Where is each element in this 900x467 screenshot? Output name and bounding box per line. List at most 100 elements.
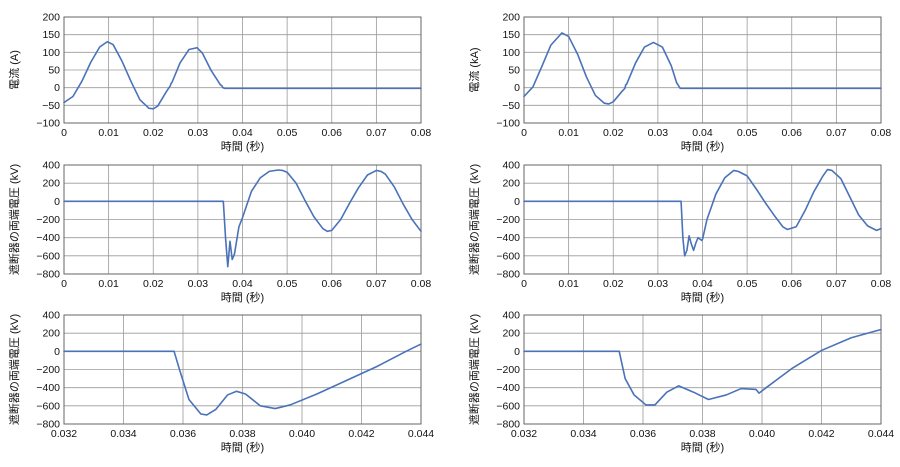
x-tick-label: 0.03	[188, 127, 209, 139]
y-tick-label: −400	[36, 382, 60, 394]
chart-5: 0.032 0.034 0.036 0.038 0.040 0.042 0.044 −800 −…	[7, 310, 434, 455]
y-tick-label: −50	[42, 100, 60, 112]
y-tick-label: −600	[36, 250, 60, 262]
x-axis-label: 時間 (秒)	[681, 139, 724, 153]
x-tick-label: 0.038	[689, 428, 715, 440]
x-tick-label: 0.08	[871, 278, 892, 290]
plot-frame	[523, 16, 882, 124]
y-tick-label: 200	[502, 328, 520, 340]
plot-frame	[63, 314, 422, 425]
x-tick-label: 0	[521, 278, 527, 290]
y-tick-label: −600	[496, 400, 520, 412]
x-tick-label: 0.08	[871, 127, 892, 139]
x-tick-label: 0.06	[782, 278, 803, 290]
x-tick-label: 0.03	[188, 278, 209, 290]
x-tick-label: 0.08	[411, 278, 432, 290]
y-tick-label: 150	[42, 29, 60, 41]
y-tick-label: −400	[496, 232, 520, 244]
y-tick-label: 400	[502, 310, 520, 322]
x-tick-label: 0.036	[170, 428, 196, 440]
y-axis-label: 電流 (A)	[7, 50, 21, 90]
x-tick-label: 0.06	[322, 278, 343, 290]
y-tick-label: −200	[36, 364, 60, 376]
y-tick-label: −200	[496, 364, 520, 376]
y-tick-label: −400	[36, 232, 60, 244]
x-tick-label: 0.06	[782, 127, 803, 139]
x-tick-label: 0.05	[277, 278, 298, 290]
y-tick-label: 200	[42, 328, 60, 340]
x-tick-label: 0.044	[408, 428, 434, 440]
plot-frame	[523, 314, 882, 425]
x-tick-label: 0.02	[603, 127, 624, 139]
chart-1: 0 0.01 0.02 0.03 0.04 0.05 0.06 0.07 0.08 −100 −50…	[7, 12, 431, 154]
x-tick-label: 0.04	[232, 278, 253, 290]
x-tick-label: 0.032	[511, 428, 537, 440]
y-tick-label: −800	[496, 419, 520, 431]
y-axis-label: 遮断器の両端電圧 (kV)	[7, 314, 21, 425]
y-tick-label: −100	[36, 118, 60, 130]
x-tick-label: 0.042	[808, 428, 834, 440]
y-tick-label: −200	[496, 214, 520, 226]
chart-2: 0 0.01 0.02 0.03 0.04 0.05 0.06 0.07 0.08 −100 −50…	[467, 12, 891, 154]
x-tick-label: 0.01	[558, 127, 579, 139]
y-tick-label: −600	[36, 400, 60, 412]
x-tick-label: 0.07	[366, 278, 387, 290]
x-tick-label: 0	[61, 127, 67, 139]
x-tick-label: 0.03	[648, 127, 669, 139]
y-tick-label: 150	[502, 29, 520, 41]
x-axis-label: 時間 (秒)	[681, 290, 724, 304]
x-axis-label: 時間 (秒)	[681, 440, 724, 454]
y-tick-label: 0	[514, 82, 520, 94]
y-tick-label: −800	[36, 269, 60, 281]
x-tick-label: 0.04	[692, 127, 713, 139]
chart-3: 0 0.01 0.02 0.03 0.04 0.05 0.06 0.07 0.08 −800 −60…	[7, 160, 431, 305]
y-tick-label: 400	[42, 310, 60, 322]
x-tick-label: 0	[61, 278, 67, 290]
x-tick-label: 0.07	[826, 127, 847, 139]
y-tick-label: 200	[502, 178, 520, 190]
y-tick-label: −100	[496, 118, 520, 130]
y-axis-label: 遮断器の両端電圧 (kV)	[7, 164, 21, 275]
x-tick-label: 0.02	[603, 278, 624, 290]
y-tick-label: 400	[502, 160, 520, 172]
series-line	[63, 169, 422, 268]
x-tick-label: 0.02	[143, 278, 164, 290]
x-tick-label: 0.01	[558, 278, 579, 290]
x-tick-label: 0.04	[232, 127, 253, 139]
y-tick-label: 400	[42, 160, 60, 172]
y-tick-label: 0	[54, 196, 60, 208]
x-tick-label: 0.040	[749, 428, 775, 440]
x-tick-label: 0.06	[322, 127, 343, 139]
y-tick-label: 200	[502, 12, 520, 24]
x-tick-label: 0.040	[289, 428, 315, 440]
x-tick-label: 0.02	[143, 127, 164, 139]
series-line	[523, 32, 882, 105]
series-line	[63, 343, 422, 416]
plot-frame	[63, 16, 422, 124]
y-tick-label: −400	[496, 382, 520, 394]
x-tick-label: 0	[521, 127, 527, 139]
chart-6: 0.032 0.034 0.036 0.038 0.040 0.042 0.044 −800 −…	[467, 310, 894, 455]
x-tick-label: 0.044	[868, 428, 894, 440]
plot-frame	[63, 164, 422, 275]
x-tick-label: 0.01	[98, 127, 119, 139]
y-tick-label: 100	[502, 47, 520, 59]
y-tick-label: 100	[42, 47, 60, 59]
y-tick-label: −200	[36, 214, 60, 226]
x-tick-label: 0.04	[692, 278, 713, 290]
series-line	[523, 328, 882, 406]
x-axis-label: 時間 (秒)	[221, 290, 264, 304]
y-tick-label: 200	[42, 12, 60, 24]
x-tick-label: 0.036	[630, 428, 656, 440]
y-tick-label: 0	[54, 82, 60, 94]
x-tick-label: 0.05	[737, 127, 758, 139]
x-tick-label: 0.05	[737, 278, 758, 290]
x-tick-label: 0.07	[826, 278, 847, 290]
x-axis-label: 時間 (秒)	[221, 139, 264, 153]
y-tick-label: −800	[496, 269, 520, 281]
y-tick-label: 0	[514, 346, 520, 358]
series-line	[523, 168, 882, 257]
x-tick-label: 0.038	[229, 428, 255, 440]
y-tick-label: −50	[502, 100, 520, 112]
